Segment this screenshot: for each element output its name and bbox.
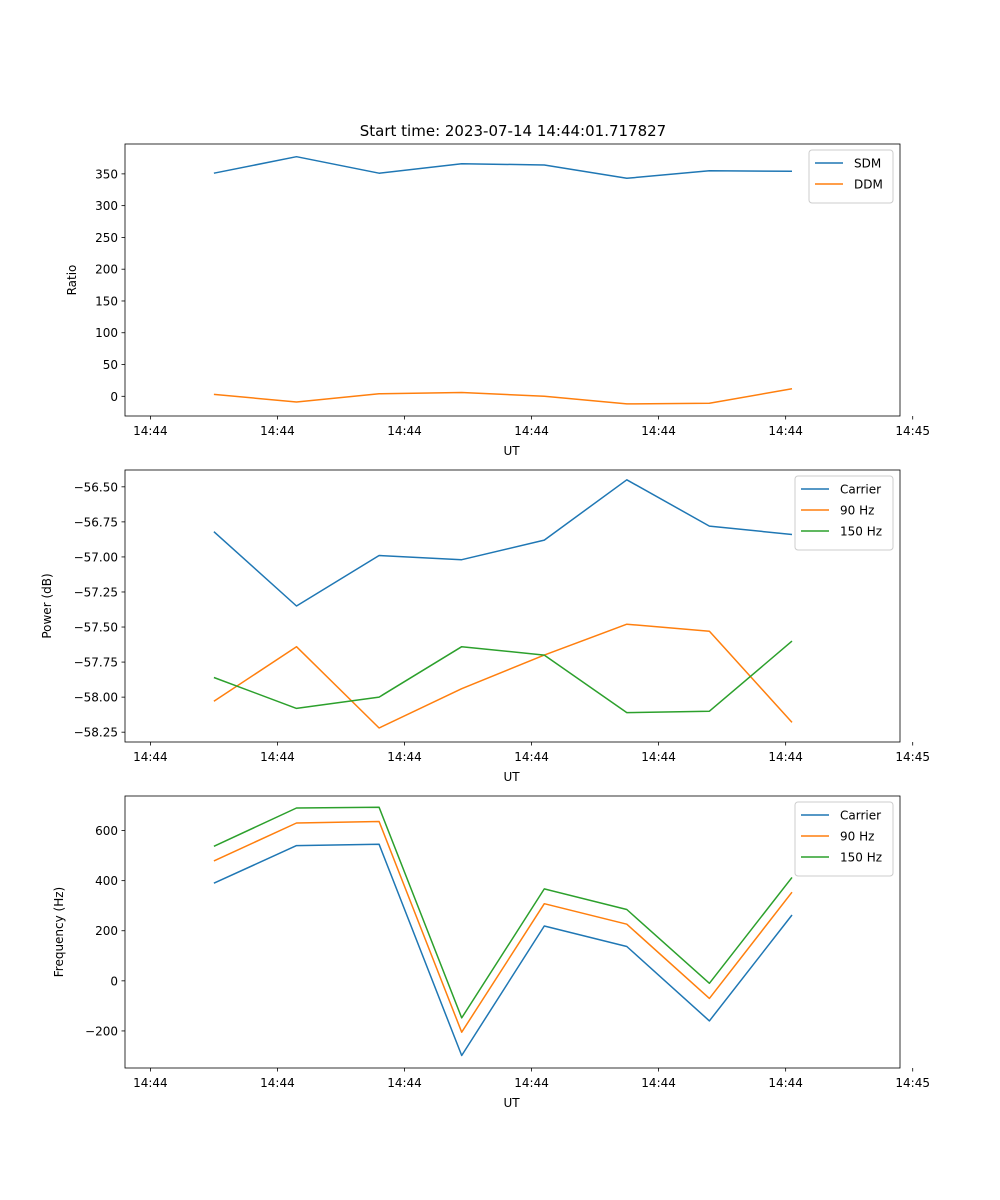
x-tick-label: 14:44 bbox=[768, 424, 803, 438]
x-tick-label: 14:44 bbox=[387, 424, 422, 438]
y-tick-label: 200 bbox=[95, 924, 118, 938]
x-tick-label: 14:44 bbox=[387, 750, 422, 764]
y-tick-label: −57.50 bbox=[74, 621, 118, 635]
y-tick-label: −56.50 bbox=[74, 480, 118, 494]
x-tick-label: 14:44 bbox=[260, 750, 295, 764]
y-tick-label: 0 bbox=[110, 974, 118, 988]
x-tick-label: 14:45 bbox=[895, 1076, 930, 1090]
series-line-ddm bbox=[213, 387, 793, 405]
y-tick-label: −58.00 bbox=[74, 691, 118, 705]
x-axis-label: UT bbox=[503, 770, 520, 784]
legend-label: 90 Hz bbox=[840, 504, 874, 518]
x-tick-label: 14:44 bbox=[768, 1076, 803, 1090]
x-tick-label: 14:44 bbox=[260, 424, 295, 438]
x-axis-label: UT bbox=[503, 444, 520, 458]
x-axis-label: UT bbox=[503, 1096, 520, 1110]
x-tick-label: 14:44 bbox=[514, 750, 549, 764]
axes-frame bbox=[124, 469, 901, 743]
y-tick-label: −58.25 bbox=[74, 726, 118, 740]
chart-panel-3: 14:44 14:44 14:44 14:44 14:44 14:44 14:45 −200 0… bbox=[52, 795, 930, 1110]
y-tick-label: 400 bbox=[95, 874, 118, 888]
x-tick-label: 14:44 bbox=[768, 750, 803, 764]
legend: Carrier 90 Hz 150 Hz bbox=[794, 475, 894, 551]
x-tick-label: 14:44 bbox=[514, 1076, 549, 1090]
y-tick-label: 250 bbox=[95, 231, 118, 245]
y-tick-label: 300 bbox=[95, 199, 118, 213]
x-tick-label: 14:44 bbox=[641, 1076, 676, 1090]
y-tick-label: 600 bbox=[95, 824, 118, 838]
y-tick-label: −57.00 bbox=[74, 550, 118, 564]
y-axis-label: Frequency (Hz) bbox=[52, 887, 66, 978]
y-tick-label: 200 bbox=[95, 263, 118, 277]
series-line-90-hz bbox=[213, 820, 793, 1033]
y-axis-label: Ratio bbox=[65, 265, 79, 296]
legend-label: Carrier bbox=[840, 809, 881, 823]
legend: SDM DDM bbox=[808, 149, 894, 204]
legend-label: Carrier bbox=[840, 483, 881, 497]
x-tick-label: 14:44 bbox=[641, 424, 676, 438]
x-tick-label: 14:44 bbox=[133, 1076, 168, 1090]
axes-frame bbox=[124, 143, 901, 417]
y-axis-label: Power (dB) bbox=[40, 573, 54, 638]
x-tick-label: 14:45 bbox=[895, 424, 930, 438]
y-tick-label: −57.25 bbox=[74, 585, 118, 599]
series-line-carrier bbox=[213, 843, 793, 1057]
x-tick-label: 14:45 bbox=[895, 750, 930, 764]
x-tick-label: 14:44 bbox=[260, 1076, 295, 1090]
legend-label: DDM bbox=[854, 178, 883, 192]
y-tick-label: −57.75 bbox=[74, 656, 118, 670]
legend-label: 150 Hz bbox=[840, 525, 882, 539]
y-tick-label: 350 bbox=[95, 167, 118, 181]
y-tick-label: −200 bbox=[85, 1024, 118, 1038]
series-line-150-hz bbox=[213, 806, 793, 1019]
axes-frame bbox=[124, 795, 901, 1069]
x-tick-label: 14:44 bbox=[133, 750, 168, 764]
series-line-150-hz bbox=[213, 640, 793, 714]
legend: Carrier 90 Hz 150 Hz bbox=[794, 801, 894, 877]
chart-panel-2: 14:44 14:44 14:44 14:44 14:44 14:44 14:45 −58.2… bbox=[40, 469, 930, 784]
series-line-sdm bbox=[213, 155, 793, 180]
y-tick-label: 100 bbox=[95, 326, 118, 340]
chart-panel-1: 14:44 14:44 14:44 14:44 14:44 14:44 14:45 0 50 10… bbox=[65, 143, 930, 458]
y-tick-label: 150 bbox=[95, 294, 118, 308]
legend-label: 90 Hz bbox=[840, 830, 874, 844]
legend-label: SDM bbox=[854, 157, 881, 171]
series-line-90-hz bbox=[213, 623, 793, 729]
x-tick-label: 14:44 bbox=[641, 750, 676, 764]
y-tick-label: 0 bbox=[110, 390, 118, 404]
y-tick-label: −56.75 bbox=[74, 515, 118, 529]
series-line-carrier bbox=[213, 479, 793, 607]
x-tick-label: 14:44 bbox=[514, 424, 549, 438]
x-tick-label: 14:44 bbox=[387, 1076, 422, 1090]
x-tick-label: 14:44 bbox=[133, 424, 168, 438]
y-tick-label: 50 bbox=[103, 358, 118, 372]
legend-label: 150 Hz bbox=[840, 851, 882, 865]
chart-panels: 14:44 14:44 14:44 14:44 14:44 14:44 14:45 0 50 10… bbox=[40, 143, 930, 1110]
figure-title: Start time: 2023-07-14 14:44:01.717827 bbox=[360, 122, 666, 140]
